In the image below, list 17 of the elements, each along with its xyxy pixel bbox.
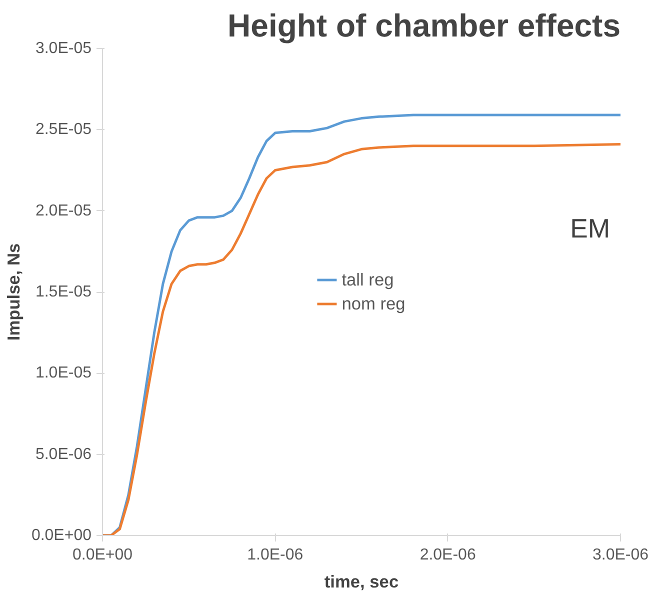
x-axis-title: time, sec xyxy=(324,572,399,592)
y-tick-label: 1.0E-05 xyxy=(35,364,92,382)
x-tick-label: 3.0E-06 xyxy=(592,546,649,564)
y-tick-label: 2.5E-05 xyxy=(35,121,92,138)
x-tick-label: 0.0E+00 xyxy=(72,546,133,564)
x-tick-label: 2.0E-06 xyxy=(420,546,476,564)
y-tick-label: 2.0E-05 xyxy=(35,202,92,220)
annotation: EM xyxy=(570,213,610,244)
y-tick-label: 1.5E-05 xyxy=(35,284,92,300)
y-axis-title: Impulse, Ns xyxy=(3,243,24,341)
y-tick-label: 0.0E+00 xyxy=(31,527,92,544)
y-tick-label: 5.0E-06 xyxy=(35,446,92,463)
legend-label: nom reg xyxy=(342,293,406,314)
x-tick-label: 1.0E-06 xyxy=(247,546,304,564)
legend-label: tall reg xyxy=(342,269,394,290)
y-tick-label: 3.0E-05 xyxy=(35,40,92,57)
chart-title: Height of chamber effects xyxy=(228,8,620,44)
